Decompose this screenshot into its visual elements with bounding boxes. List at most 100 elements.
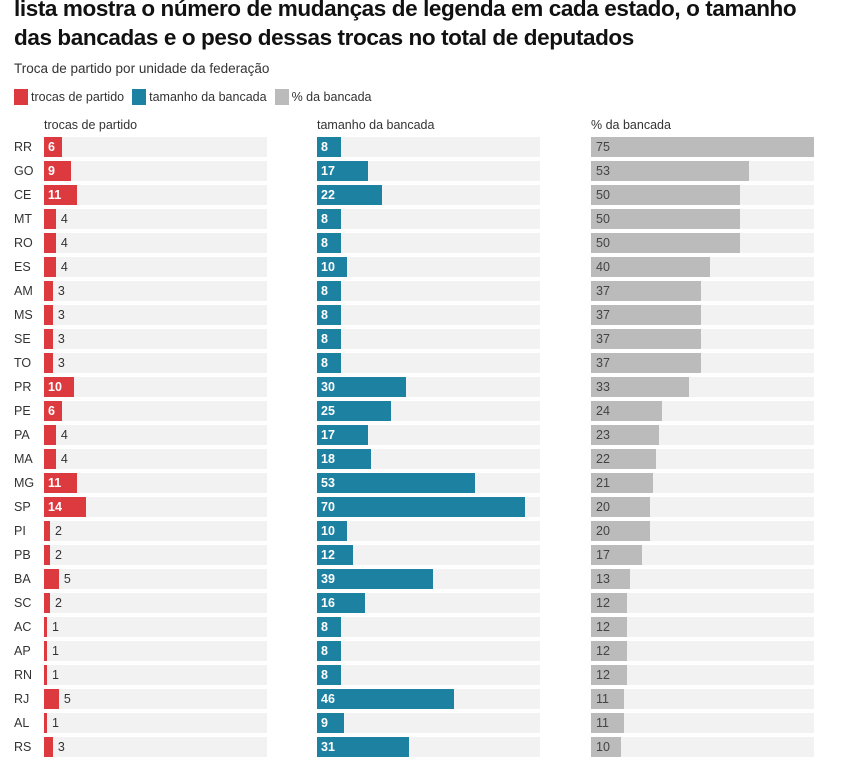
bar-track: 1 bbox=[44, 665, 267, 685]
bar-track: 12 bbox=[591, 593, 814, 613]
bar bbox=[44, 305, 53, 325]
data-label: 8 bbox=[321, 356, 328, 370]
bar-track: 8 bbox=[317, 305, 540, 325]
data-label: 8 bbox=[321, 644, 328, 658]
row-label: AM bbox=[14, 284, 33, 298]
bar bbox=[317, 305, 341, 325]
data-label: 37 bbox=[596, 356, 610, 370]
bar bbox=[317, 689, 454, 709]
data-label: 37 bbox=[596, 332, 610, 346]
legend-item: % da bancada bbox=[274, 89, 372, 105]
data-label: 22 bbox=[596, 452, 610, 466]
bar bbox=[44, 569, 59, 589]
data-label: 11 bbox=[596, 716, 609, 730]
legend-swatch bbox=[274, 89, 289, 105]
bar bbox=[591, 737, 621, 757]
bar-track: 8 bbox=[317, 233, 540, 253]
data-label: 12 bbox=[321, 548, 335, 562]
bar-track: 4 bbox=[44, 449, 267, 469]
chart-title: lista mostra o número de mudanças de leg… bbox=[14, 0, 797, 50]
row-label: RJ bbox=[14, 692, 30, 706]
bar bbox=[591, 713, 624, 733]
data-label: 4 bbox=[60, 452, 68, 466]
data-label: 1 bbox=[52, 668, 59, 682]
bar-track: 3 bbox=[44, 353, 267, 373]
bar bbox=[44, 233, 56, 253]
bar-track: 2 bbox=[44, 593, 267, 613]
data-label: 11 bbox=[48, 188, 62, 202]
data-label: 40 bbox=[596, 260, 610, 274]
data-label: 70 bbox=[321, 500, 335, 514]
bar bbox=[44, 257, 56, 277]
data-label: 1 bbox=[52, 620, 59, 634]
bar bbox=[591, 473, 654, 493]
data-label: 2 bbox=[54, 524, 62, 538]
bar-track: 10 bbox=[317, 521, 540, 541]
bar-track: 37 bbox=[591, 305, 814, 325]
bar-track: 11 bbox=[591, 713, 814, 733]
bar-track: 50 bbox=[591, 185, 814, 205]
legend-swatch bbox=[14, 89, 28, 105]
bar bbox=[44, 161, 71, 181]
data-label: 2 bbox=[54, 596, 62, 610]
bar-track: 22 bbox=[591, 449, 814, 469]
data-label: 37 bbox=[596, 284, 610, 298]
bar bbox=[44, 593, 50, 613]
bar bbox=[591, 329, 701, 349]
bar bbox=[591, 665, 627, 685]
bar bbox=[591, 617, 627, 637]
bar-track: 8 bbox=[317, 617, 540, 637]
data-label: 21 bbox=[596, 476, 610, 490]
data-label: 12 bbox=[596, 596, 610, 610]
row-label: PB bbox=[14, 548, 31, 562]
bar bbox=[44, 449, 56, 469]
bar-track: 5 bbox=[44, 569, 267, 589]
data-label: 50 bbox=[596, 188, 610, 202]
bar bbox=[44, 521, 50, 541]
bar bbox=[44, 377, 74, 397]
bar-track: 10 bbox=[44, 377, 267, 397]
row-label: SP bbox=[14, 500, 31, 514]
row-label: PR bbox=[14, 380, 32, 394]
data-label: 8 bbox=[321, 332, 328, 346]
bar-track: 31 bbox=[317, 737, 540, 757]
bar bbox=[44, 617, 47, 637]
data-label: 10 bbox=[596, 740, 610, 754]
bar bbox=[591, 521, 651, 541]
row-label: MG bbox=[14, 476, 35, 490]
bar bbox=[44, 425, 56, 445]
row-label: AL bbox=[14, 716, 30, 730]
bar-track: 8 bbox=[317, 641, 540, 661]
bar-track: 24 bbox=[591, 401, 814, 421]
data-label: 8 bbox=[321, 212, 328, 226]
bar-track: 50 bbox=[591, 233, 814, 253]
bar bbox=[591, 401, 663, 421]
legend-label: tamanho da bancada bbox=[149, 90, 267, 104]
data-label: 17 bbox=[321, 164, 335, 178]
data-label: 53 bbox=[321, 476, 335, 490]
bar-track: 4 bbox=[44, 425, 267, 445]
bar bbox=[44, 665, 47, 685]
column-header: tamanho da bancada bbox=[317, 118, 435, 132]
bar bbox=[317, 665, 341, 685]
bar bbox=[591, 689, 624, 709]
bar-track: 75 bbox=[591, 137, 814, 157]
data-label: 11 bbox=[596, 692, 609, 706]
bar bbox=[591, 641, 627, 661]
bar-track: 14 bbox=[44, 497, 267, 517]
data-label: 50 bbox=[596, 212, 610, 226]
legend-swatch bbox=[132, 89, 147, 105]
bar-track: 50 bbox=[591, 209, 814, 229]
row-label: RO bbox=[14, 236, 33, 250]
bar-track: 12 bbox=[591, 641, 814, 661]
bar bbox=[44, 137, 62, 157]
bar bbox=[591, 305, 701, 325]
bar bbox=[317, 185, 383, 205]
bar bbox=[317, 737, 410, 757]
bar-track: 9 bbox=[317, 713, 540, 733]
bar bbox=[317, 209, 341, 229]
data-label: 5 bbox=[63, 692, 71, 706]
bar-track: 17 bbox=[317, 425, 540, 445]
column-header: % da bancada bbox=[591, 118, 671, 132]
bar bbox=[317, 617, 341, 637]
